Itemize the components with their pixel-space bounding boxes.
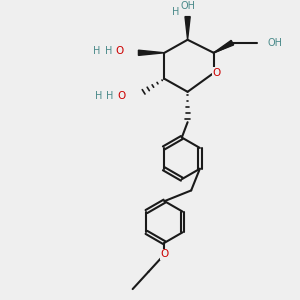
Text: OH: OH: [267, 38, 282, 48]
Text: H: H: [95, 91, 102, 101]
Polygon shape: [138, 50, 164, 56]
Polygon shape: [185, 16, 190, 40]
Text: H: H: [94, 46, 101, 56]
Text: H: H: [105, 46, 112, 56]
Text: O: O: [117, 91, 125, 101]
Text: OH: OH: [180, 1, 195, 10]
Text: O: O: [160, 249, 169, 260]
Text: H: H: [172, 7, 179, 17]
Text: O: O: [116, 46, 124, 56]
Text: H: H: [106, 91, 114, 101]
Polygon shape: [214, 40, 234, 53]
Text: O: O: [212, 68, 220, 78]
